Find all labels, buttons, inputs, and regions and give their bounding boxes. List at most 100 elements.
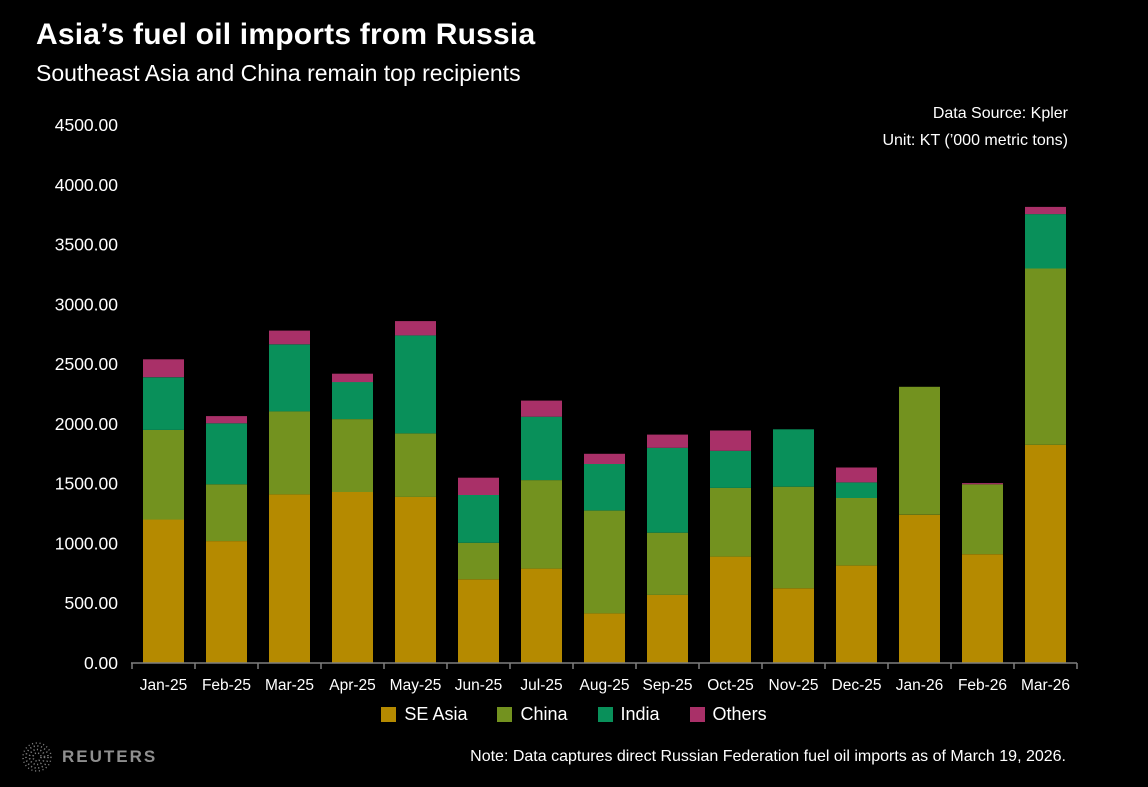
y-axis-tick-label: 2000.00 bbox=[55, 414, 119, 434]
chart-title: Asia’s fuel oil imports from Russia bbox=[36, 18, 536, 51]
bar-segment-Dec-25-se-asia bbox=[836, 565, 877, 663]
bar-segment-Aug-25-china bbox=[584, 510, 625, 614]
legend-item-se-asia: SE Asia bbox=[381, 704, 467, 725]
legend-label: China bbox=[520, 704, 568, 724]
bar-segment-Jan-25-others bbox=[143, 359, 184, 378]
x-axis-category-label: Feb-26 bbox=[958, 677, 1007, 694]
x-axis-category-label: Sep-25 bbox=[643, 677, 693, 694]
bar-segment-Aug-25-se-asia bbox=[584, 613, 625, 663]
x-axis-category-label: Apr-25 bbox=[329, 677, 376, 694]
x-axis-category-label: Oct-25 bbox=[707, 677, 754, 694]
bar-segment-Jan-26-china bbox=[899, 386, 940, 515]
bar-segment-Feb-25-others bbox=[206, 416, 247, 424]
legend-item-china: China bbox=[497, 704, 568, 725]
bar-segment-Mar-26-india bbox=[1025, 214, 1066, 269]
bar-segment-May-25-china bbox=[395, 433, 436, 497]
bar-segment-Oct-25-others bbox=[710, 430, 751, 451]
reuters-wordmark: REUTERS bbox=[62, 747, 158, 766]
footnote: Note: Data captures direct Russian Feder… bbox=[470, 748, 1066, 765]
x-axis-category-label: Dec-25 bbox=[832, 677, 882, 694]
y-axis-tick-label: 500.00 bbox=[64, 593, 118, 613]
legend-swatch-icon bbox=[689, 707, 705, 722]
bar-segment-Oct-25-india bbox=[710, 450, 751, 488]
bar-segment-Feb-26-se-asia bbox=[962, 554, 1003, 663]
y-axis-tick-label: 1000.00 bbox=[55, 533, 119, 553]
bar-segment-Nov-25-india bbox=[773, 429, 814, 487]
legend-label: SE Asia bbox=[404, 704, 468, 724]
bar-segment-Dec-25-india bbox=[836, 482, 877, 498]
bar-segment-Oct-25-china bbox=[710, 487, 751, 557]
x-axis-category-label: Jun-25 bbox=[455, 677, 502, 694]
bar-segment-Aug-25-india bbox=[584, 463, 625, 511]
bar-segment-Apr-25-others bbox=[332, 373, 373, 383]
bar-segment-Feb-26-china bbox=[962, 484, 1003, 555]
bar-segment-Mar-25-others bbox=[269, 330, 310, 345]
legend-swatch-icon bbox=[381, 707, 397, 722]
bar-segment-Dec-25-others bbox=[836, 467, 877, 483]
bar-segment-Mar-25-se-asia bbox=[269, 494, 310, 663]
bar-segment-Jul-25-china bbox=[521, 480, 562, 569]
bar-segment-Jun-25-india bbox=[458, 495, 499, 543]
bar-segment-Jul-25-india bbox=[521, 416, 562, 481]
bar-segment-Mar-26-china bbox=[1025, 268, 1066, 445]
source-block: Data Source: Kpler Unit: KT (’000 metric… bbox=[882, 100, 1068, 154]
y-axis-tick-label: 4500.00 bbox=[55, 115, 119, 135]
x-axis-category-label: Nov-25 bbox=[769, 677, 819, 694]
bar-segment-Mar-26-se-asia bbox=[1025, 444, 1066, 663]
x-axis-category-label: Jul-25 bbox=[520, 677, 562, 694]
y-axis-tick-label: 1500.00 bbox=[55, 474, 119, 494]
bar-segment-Apr-25-india bbox=[332, 382, 373, 420]
stacked-bar-chart: 0.00 500.00 1000.00 1500.00 2000.00 2500.00 30… bbox=[55, 115, 1078, 694]
bar-segment-Aug-25-others bbox=[584, 453, 625, 464]
legend-label: India bbox=[620, 704, 660, 724]
x-axis-category-label: Mar-26 bbox=[1021, 677, 1070, 694]
bar-segment-Feb-25-china bbox=[206, 484, 247, 542]
unit-label: Unit: KT (’000 metric tons) bbox=[882, 132, 1068, 149]
reuters-logo: REUTERS bbox=[22, 742, 157, 772]
bar-segment-Nov-25-china bbox=[773, 486, 814, 589]
bar-segment-Jun-25-others bbox=[458, 477, 499, 495]
reuters-globe-icon bbox=[22, 742, 52, 772]
data-source-label: Data Source: Kpler bbox=[932, 105, 1068, 122]
y-axis-tick-label: 4000.00 bbox=[55, 175, 119, 195]
bar-segment-Nov-25-se-asia bbox=[773, 588, 814, 663]
bar-segment-Jan-25-china bbox=[143, 429, 184, 520]
bar-segment-Jan-25-india bbox=[143, 377, 184, 430]
legend-item-india: India bbox=[597, 704, 660, 725]
bar-segment-Sep-25-others bbox=[647, 434, 688, 448]
chart-subtitle: Southeast Asia and China remain top reci… bbox=[36, 60, 521, 86]
legend-swatch-icon bbox=[597, 707, 613, 722]
x-axis-category-label: Aug-25 bbox=[580, 677, 630, 694]
y-axis-tick-label: 2500.00 bbox=[55, 354, 119, 374]
bar-segment-Jun-25-china bbox=[458, 542, 499, 580]
y-axis-tick-label: 3000.00 bbox=[55, 294, 119, 314]
bar-segment-Apr-25-china bbox=[332, 419, 373, 492]
bar-segment-Jul-25-others bbox=[521, 400, 562, 417]
bar-segment-Mar-26-others bbox=[1025, 206, 1066, 215]
bar-segment-Mar-25-china bbox=[269, 411, 310, 495]
bar-segment-Sep-25-china bbox=[647, 532, 688, 595]
x-axis-category-label: Jan-26 bbox=[896, 677, 943, 694]
bar-segment-Jan-26-se-asia bbox=[899, 514, 940, 663]
bar-segment-Oct-25-se-asia bbox=[710, 556, 751, 663]
bar-segment-Jul-25-se-asia bbox=[521, 568, 562, 663]
x-axis-category-label: Mar-25 bbox=[265, 677, 314, 694]
bar-segment-Jan-25-se-asia bbox=[143, 519, 184, 663]
bar-segment-May-25-others bbox=[395, 321, 436, 336]
y-axis-tick-label: 0.00 bbox=[84, 653, 118, 673]
bar-segment-Mar-25-india bbox=[269, 344, 310, 412]
legend-item-others: Others bbox=[689, 704, 767, 725]
bar-segment-Sep-25-se-asia bbox=[647, 594, 688, 663]
legend-swatch-icon bbox=[497, 707, 513, 722]
bar-segment-Sep-25-india bbox=[647, 447, 688, 533]
bar-segment-Feb-25-india bbox=[206, 423, 247, 485]
bar-segment-Apr-25-se-asia bbox=[332, 492, 373, 663]
x-axis-category-label: May-25 bbox=[390, 677, 442, 694]
bar-segment-Feb-25-se-asia bbox=[206, 541, 247, 663]
x-axis-category-label: Feb-25 bbox=[202, 677, 251, 694]
x-axis-category-label: Jan-25 bbox=[140, 677, 187, 694]
y-axis-tick-label: 3500.00 bbox=[55, 235, 119, 255]
bar-segment-May-25-se-asia bbox=[395, 496, 436, 663]
bar-segment-May-25-india bbox=[395, 335, 436, 434]
